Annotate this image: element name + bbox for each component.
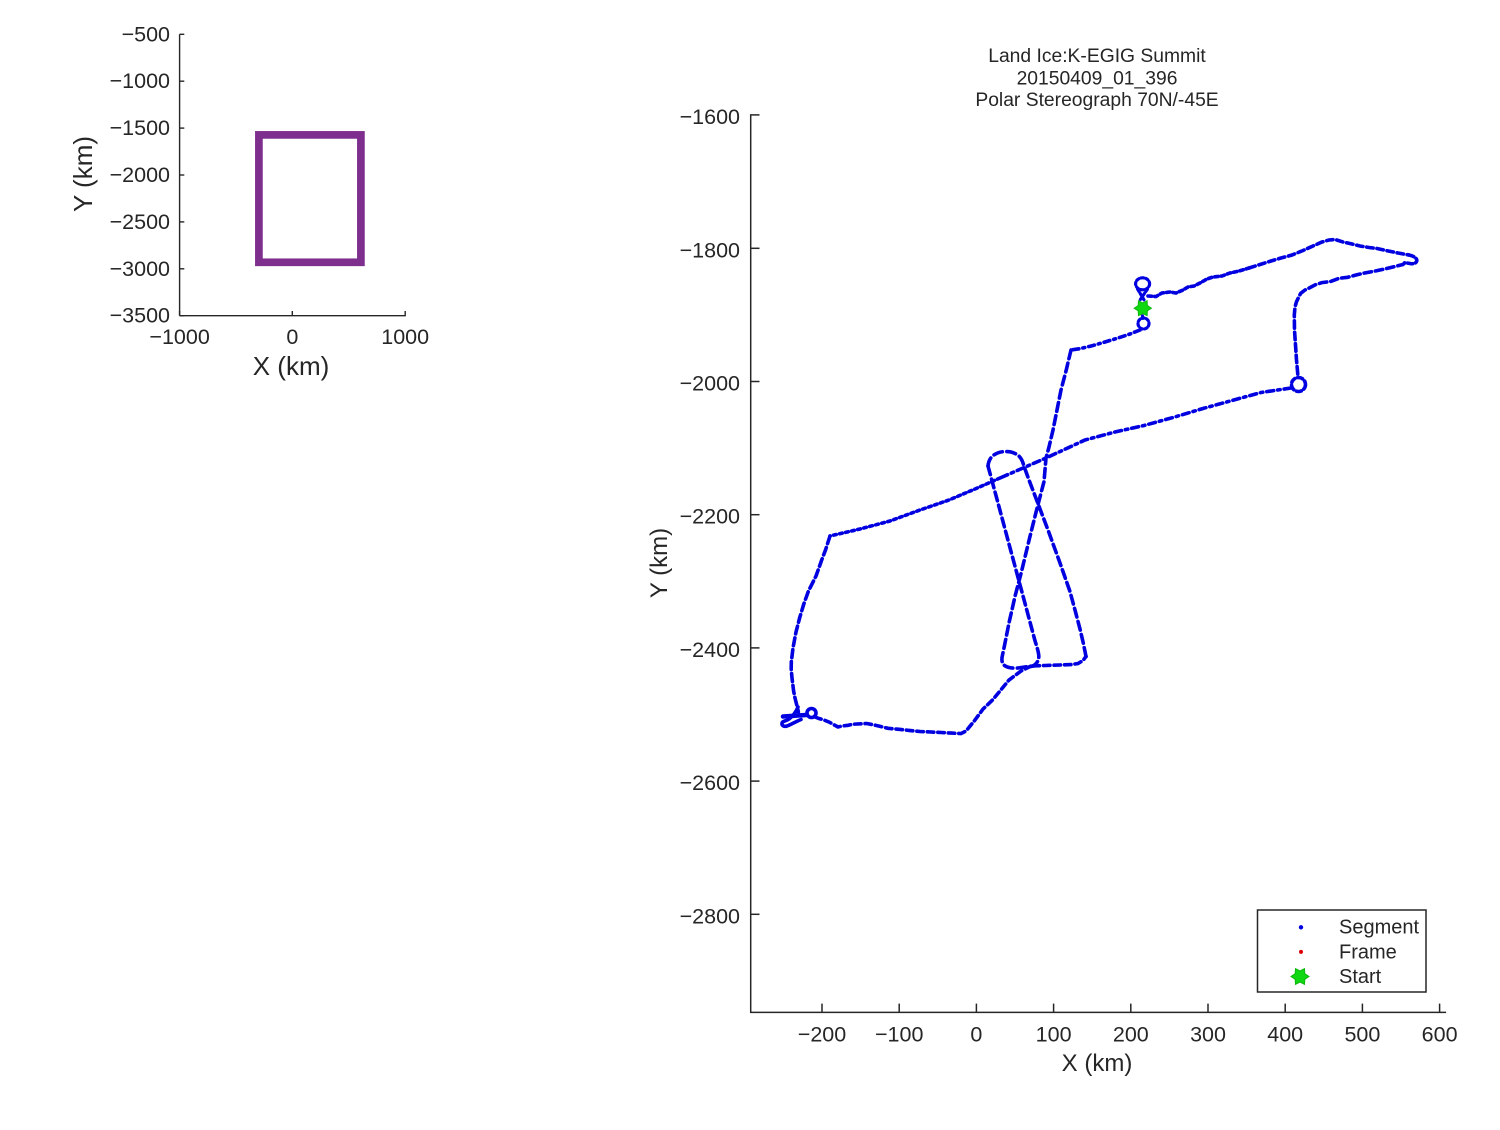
svg-text:500: 500 [1344,1022,1380,1046]
svg-text:−2600: −2600 [680,771,740,795]
svg-text:−3000: −3000 [110,257,170,281]
svg-text:0: 0 [286,325,298,349]
svg-text:X (km): X (km) [1062,1050,1133,1077]
svg-text:Polar Stereograph 70N/-45E: Polar Stereograph 70N/-45E [975,90,1218,111]
svg-text:−2000: −2000 [680,372,740,396]
svg-text:600: 600 [1422,1022,1458,1046]
svg-text:−1000: −1000 [110,69,170,93]
svg-text:−2500: −2500 [110,210,170,234]
svg-text:−500: −500 [122,22,170,46]
svg-text:−1800: −1800 [680,238,740,262]
svg-text:−2000: −2000 [110,163,170,187]
svg-text:400: 400 [1267,1022,1303,1046]
svg-text:300: 300 [1190,1022,1226,1046]
svg-text:−2400: −2400 [680,638,740,662]
svg-text:−200: −200 [798,1022,846,1046]
svg-text:−2800: −2800 [680,904,740,928]
svg-text:Y (km): Y (km) [68,136,98,212]
svg-text:−100: −100 [875,1022,923,1046]
svg-text:20150409_01_396: 20150409_01_396 [1017,68,1178,89]
svg-text:−1000: −1000 [149,325,209,349]
svg-text:200: 200 [1113,1022,1149,1046]
svg-text:−2200: −2200 [680,505,740,529]
svg-text:X (km): X (km) [253,351,330,381]
svg-text:Frame: Frame [1339,942,1397,964]
svg-text:−1600: −1600 [680,105,740,129]
svg-text:−3500: −3500 [110,304,170,328]
svg-text:Start: Start [1339,966,1382,988]
svg-text:Segment: Segment [1339,917,1419,939]
svg-text:1000: 1000 [381,325,429,349]
svg-text:Y (km): Y (km) [646,528,673,598]
svg-text:−1500: −1500 [110,116,170,140]
svg-text:100: 100 [1036,1022,1072,1046]
svg-text:0: 0 [970,1022,982,1046]
svg-text:Land Ice:K-EGIG Summit: Land Ice:K-EGIG Summit [988,46,1206,67]
